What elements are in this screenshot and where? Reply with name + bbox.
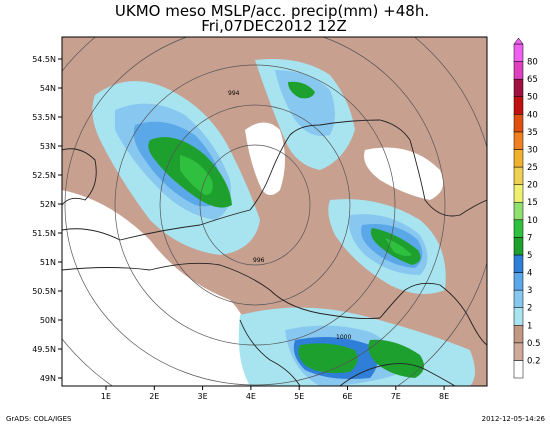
x-tick-label: 2E: [149, 392, 159, 401]
y-tick-label: 54.5N: [32, 55, 56, 64]
legend-swatch: [513, 166, 524, 185]
legend-swatch: [513, 96, 524, 115]
isobars: [62, 37, 487, 386]
map-title: UKMO meso MSLP/acc. precip(mm) +48h.: [115, 2, 429, 20]
x-tick-label: 5E: [294, 392, 304, 401]
y-tick-label: 53.5N: [32, 113, 56, 122]
legend-swatch: [513, 43, 524, 62]
legend-label: 65: [527, 75, 538, 85]
map-subtitle: Fri,07DEC2012 12Z: [201, 17, 347, 35]
legend-label: 2: [527, 304, 532, 314]
legend-swatch: [513, 342, 524, 361]
x-tick-label: 6E: [342, 392, 352, 401]
precip-max-south: [298, 343, 358, 374]
legend-label: 25: [527, 163, 538, 173]
legend-swatch: [513, 237, 524, 256]
legend-swatch: [513, 254, 524, 273]
precip-peak-west: [180, 155, 213, 195]
precip-peak-east: [385, 238, 412, 256]
legend-label: 10: [527, 216, 538, 226]
precip-max-north: [288, 81, 315, 99]
legend-label: 5: [527, 251, 532, 261]
footer-timestamp: 2012-12-05-14:26: [482, 415, 546, 423]
isobar-label-994: 994: [228, 90, 240, 97]
legend-label: 20: [527, 181, 538, 191]
plot-frame: [61, 36, 488, 387]
x-tick-label: 4E: [246, 392, 256, 401]
x-tick-label: 1E: [101, 392, 111, 401]
x-axis: 1E 2E 3E 4E 5E 6E 7E 8E: [101, 386, 449, 401]
y-tick-label: 52N: [40, 200, 56, 209]
legend-label: 1: [527, 321, 532, 331]
color-legend: 0.2 0.5 1 2 3 4 5 7 10 15 20 25 30 35 40 50 65 80: [513, 37, 541, 379]
legend-label: 0.5: [527, 339, 541, 349]
legend-swatch: [513, 289, 524, 308]
y-tick-label: 51N: [40, 258, 56, 267]
legend-label: 40: [527, 110, 538, 120]
y-tick-label: 52.5N: [32, 171, 56, 180]
legend-swatch: [513, 219, 524, 238]
dry-area-southwest: [62, 190, 253, 386]
legend-swatch: [513, 149, 524, 168]
legend-label: 4: [527, 269, 532, 279]
footer-credit: GrADS: COLA/IGES: [6, 415, 72, 423]
legend-swatch: [513, 360, 524, 379]
legend-label: 0.2: [527, 356, 541, 366]
legend-label: 80: [527, 58, 538, 68]
legend-label: 7: [527, 233, 532, 243]
legend-top-cap: [513, 37, 524, 45]
legend-swatch: [513, 114, 524, 133]
isobar-label-1000: 1000: [336, 334, 351, 341]
precip-max-southeast: [368, 339, 424, 378]
legend-swatch: [513, 272, 524, 291]
x-tick-label: 3E: [198, 392, 208, 401]
dry-area-east: [364, 147, 444, 200]
x-tick-label: 7E: [391, 392, 401, 401]
y-tick-label: 54N: [40, 84, 56, 93]
legend-swatch: [513, 61, 524, 80]
y-tick-label: 50.5N: [32, 287, 56, 296]
legend-swatch: [513, 325, 524, 344]
legend-swatch: [513, 184, 524, 203]
y-tick-label: 49.5N: [32, 345, 56, 354]
legend-label: 35: [527, 128, 538, 138]
y-tick-label: 50N: [40, 316, 56, 325]
coastlines: [62, 119, 487, 386]
isobar-label-996: 996: [253, 257, 265, 264]
y-tick-label: 53N: [40, 142, 56, 151]
legend-swatch: [513, 78, 524, 97]
y-tick-label: 51.5N: [32, 229, 56, 238]
legend-label: 50: [527, 93, 538, 103]
dry-area-coast: [245, 122, 285, 195]
legend-swatch: [513, 131, 524, 150]
legend-label: 15: [527, 198, 538, 208]
plot-area: 994 996 1000: [62, 37, 487, 386]
legend-label: 3: [527, 286, 532, 296]
y-axis: 54.5N 54N 53.5N 53N 52.5N 52N 51.5N 51N 50.5N 50N…: [32, 55, 62, 383]
legend-label: 30: [527, 145, 538, 155]
legend-swatch: [513, 307, 524, 326]
legend-swatch: [513, 201, 524, 221]
y-tick-label: 49N: [40, 374, 56, 383]
x-tick-label: 8E: [439, 392, 449, 401]
